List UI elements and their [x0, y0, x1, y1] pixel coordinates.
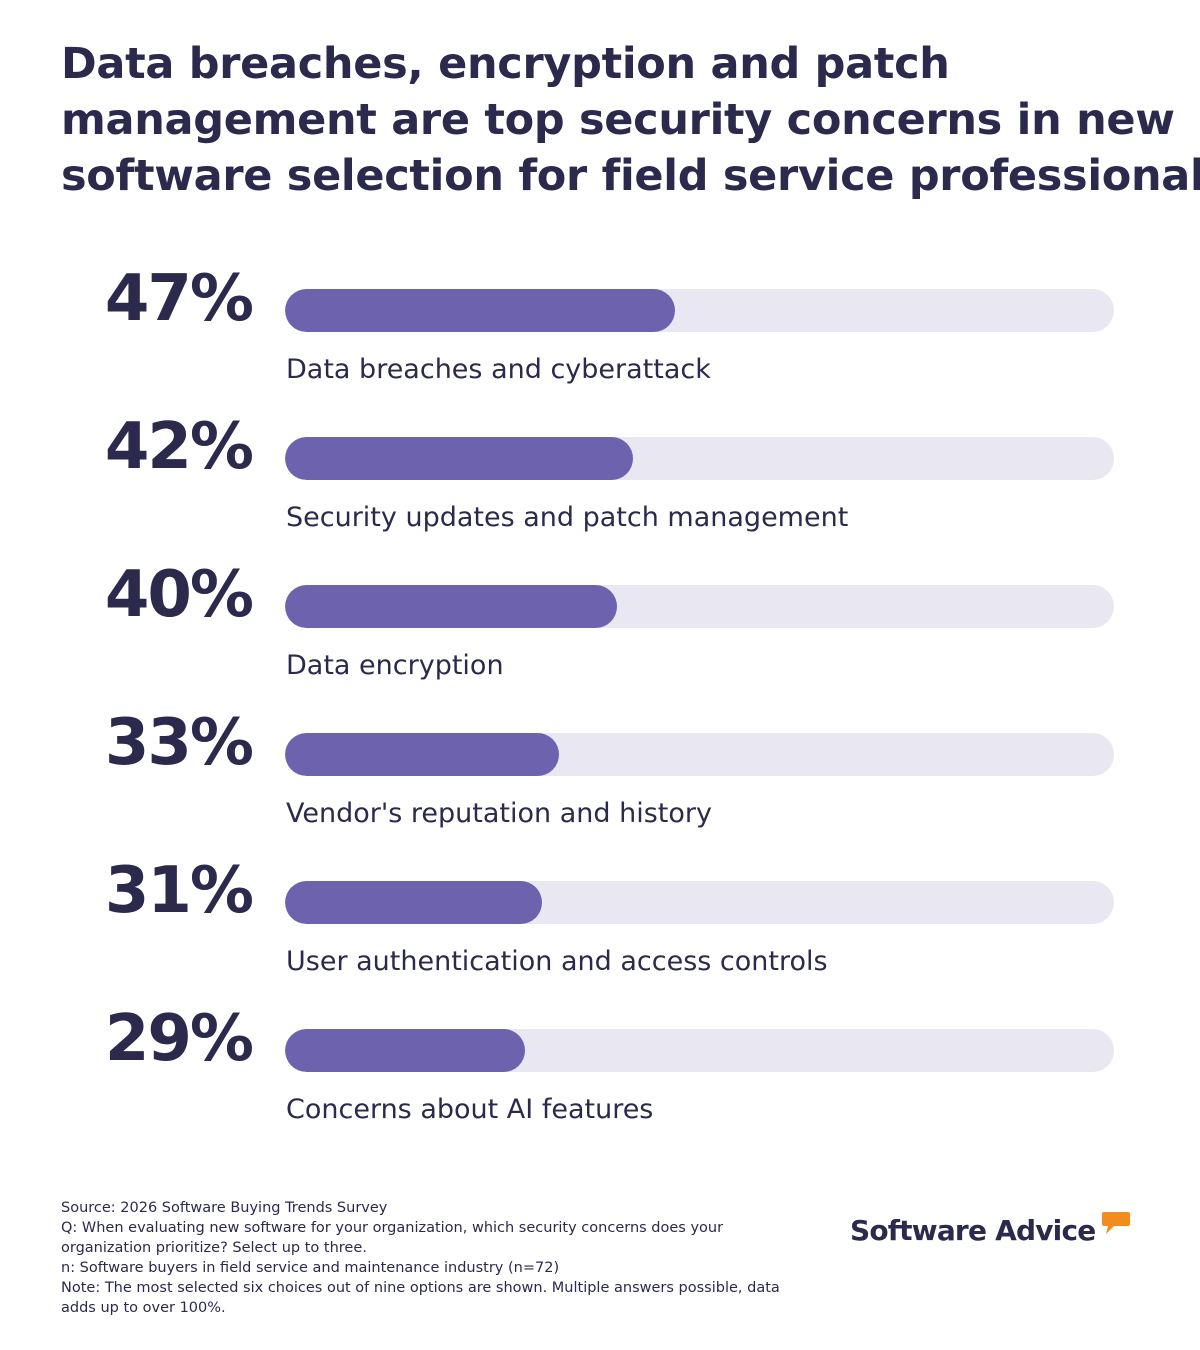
category-label: Data breaches and cyberattack [286, 354, 711, 385]
bar-track [285, 1029, 1114, 1072]
sample-size-note: n: Software buyers in field service and … [61, 1260, 560, 1276]
title-line-3: software selection for field service pro… [61, 151, 1200, 201]
bar-row: 47% Data breaches and cyberattack [0, 262, 1200, 437]
bar-fill [285, 585, 617, 628]
category-label: Vendor's reputation and history [286, 798, 712, 829]
category-label: Security updates and patch management [286, 502, 849, 533]
bar-fill [285, 881, 542, 924]
bar-row: 29% Concerns about AI features [0, 1002, 1200, 1177]
bar-fill [285, 437, 633, 480]
value-label: 47% [104, 262, 254, 336]
software-advice-logo: Software Advice [850, 1208, 1140, 1258]
category-label: Concerns about AI features [286, 1094, 654, 1125]
bar-row: 33% Vendor's reputation and history [0, 706, 1200, 881]
source-note: Source: 2026 Software Buying Trends Surv… [61, 1200, 388, 1216]
value-label: 31% [104, 854, 254, 928]
title-line-2: management are top security concerns in … [61, 95, 1175, 145]
bar-fill [285, 733, 559, 776]
question-note-line-2: organization prioritize? Select up to th… [61, 1240, 367, 1256]
bar-track [285, 881, 1114, 924]
bar-row: 42% Security updates and patch managemen… [0, 410, 1200, 585]
value-label: 33% [104, 706, 254, 780]
bar-track [285, 437, 1114, 480]
bar-track [285, 733, 1114, 776]
bar-track [285, 289, 1114, 332]
bar-row: 40% Data encryption [0, 558, 1200, 733]
category-label: User authentication and access controls [286, 946, 828, 977]
value-label: 29% [104, 1002, 254, 1076]
question-note-line-1: Q: When evaluating new software for your… [61, 1220, 724, 1236]
bar-row: 31% User authentication and access contr… [0, 854, 1200, 1029]
value-label: 40% [104, 558, 254, 632]
title-line-1: Data breaches, encryption and patch [61, 39, 950, 89]
footnotes: Source: 2026 Software Buying Trends Surv… [61, 1198, 821, 1318]
chart-title: Data breaches, encryption and patch mana… [61, 36, 1200, 204]
category-label: Data encryption [286, 650, 504, 681]
bar-track [285, 585, 1114, 628]
bar-fill [285, 289, 675, 332]
note-line-2: adds up to over 100%. [61, 1300, 226, 1316]
note-line-1: Note: The most selected six choices out … [61, 1280, 780, 1296]
speech-bubble-icon [1102, 1212, 1130, 1234]
bar-fill [285, 1029, 525, 1072]
value-label: 42% [104, 410, 254, 484]
logo-text: Software Advice [850, 1214, 1096, 1247]
